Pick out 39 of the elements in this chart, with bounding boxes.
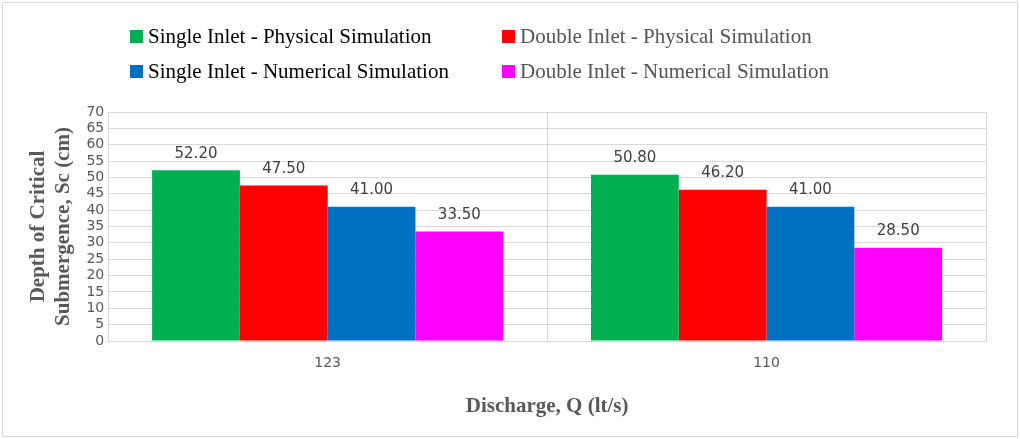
bar (415, 231, 504, 341)
y-tick-label: 15 (86, 282, 105, 299)
data-label: 50.80 (613, 148, 657, 167)
data-label: 46.20 (701, 163, 745, 182)
data-label: 28.50 (876, 221, 920, 240)
data-label: 41.00 (788, 180, 832, 199)
y-tick-label: 10 (86, 298, 105, 315)
legend-label: Single Inlet - Physical Simulation (148, 24, 432, 49)
y-tick-label: 35 (86, 217, 105, 234)
bar (854, 247, 943, 341)
y-tick-label: 70 (86, 102, 105, 119)
y-tick-label: 55 (86, 151, 105, 168)
y-tick-label: 20 (86, 266, 105, 283)
data-label: 47.50 (262, 159, 306, 177)
y-tick-label: 30 (86, 233, 105, 250)
x-tick-label: 110 (753, 354, 780, 371)
x-axis-title: Discharge, Q (lt/s) (465, 392, 629, 417)
x-tick-label: 123 (314, 354, 342, 371)
data-label: 33.50 (437, 204, 481, 223)
y-tick-label: 65 (86, 119, 105, 135)
y-tick-label: 60 (86, 135, 105, 152)
bar (152, 170, 240, 341)
data-label: 41.00 (350, 180, 394, 199)
y-tick-label: 5 (95, 315, 105, 332)
y-tick-label: 50 (86, 168, 105, 185)
bar (239, 185, 328, 341)
y-tick-label: 40 (86, 200, 105, 217)
bar (591, 174, 679, 341)
legend-label: Single Inlet - Numerical Simulation (148, 59, 449, 84)
bar (327, 206, 416, 341)
bar (766, 206, 855, 341)
data-label: 52.20 (174, 143, 218, 162)
y-tick-label: 25 (86, 249, 105, 266)
legend-label: Double Inlet - Numerical Simulation (520, 59, 830, 84)
y-tick-label: 0 (95, 331, 105, 348)
y-axis-title: Depth of Critical Submergence, Sc (cm) (25, 127, 75, 326)
bar (678, 189, 767, 341)
y-tick-label: 45 (86, 184, 105, 201)
legend-label: Double Inlet - Physical Simulation (520, 24, 812, 49)
